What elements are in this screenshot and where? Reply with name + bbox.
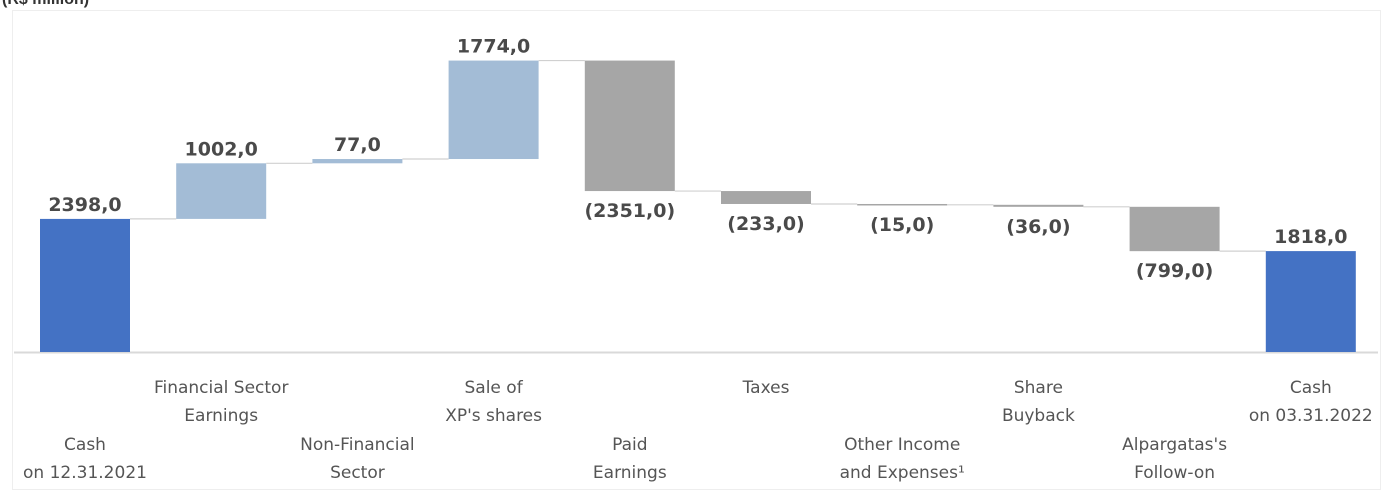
category-label-8-line-2: Buyback bbox=[1002, 406, 1075, 426]
category-label-3-line-2: Sector bbox=[330, 463, 385, 483]
value-label-9: (799,0) bbox=[1136, 260, 1213, 282]
bar-1 bbox=[40, 218, 130, 352]
category-label-1-line-2: on 12.31.2021 bbox=[23, 463, 147, 483]
unit-label: (R$ million) bbox=[2, 0, 89, 9]
value-label-8: (36,0) bbox=[1006, 216, 1070, 238]
value-label-7: (15,0) bbox=[870, 214, 934, 236]
category-label-5-line-2: Earnings bbox=[593, 463, 667, 483]
bar-5 bbox=[584, 60, 675, 192]
bar-10 bbox=[1265, 251, 1356, 352]
category-label-6-line-1: Taxes bbox=[742, 378, 790, 398]
category-label-4-line-1: Sale of bbox=[465, 378, 524, 398]
value-label-5: (2351,0) bbox=[584, 200, 675, 222]
bar-8 bbox=[993, 204, 1084, 207]
category-label-7-line-1: Other Income bbox=[844, 435, 960, 455]
value-label-2: 1002,0 bbox=[185, 138, 258, 160]
category-label-8-line-1: Share bbox=[1014, 378, 1063, 398]
category-label-4-line-2: XP's shares bbox=[445, 406, 542, 426]
value-label-3: 77,0 bbox=[334, 134, 381, 156]
category-label-2-line-1: Financial Sector bbox=[154, 378, 289, 398]
bar-3 bbox=[312, 159, 403, 164]
category-label-9-line-2: Follow-on bbox=[1134, 463, 1215, 483]
value-label-6: (233,0) bbox=[727, 213, 804, 235]
bar-4 bbox=[448, 60, 539, 160]
category-label-1-line-1: Cash bbox=[64, 435, 106, 455]
value-label-10: 1818,0 bbox=[1274, 226, 1347, 248]
category-label-3-line-1: Non-Financial bbox=[300, 435, 414, 455]
category-label-5-line-1: Paid bbox=[612, 435, 647, 455]
category-label-9-line-1: Alpargatas's bbox=[1122, 435, 1227, 455]
value-label-1: 2398,0 bbox=[48, 194, 121, 216]
value-label-4: 1774,0 bbox=[457, 36, 530, 58]
bar-2 bbox=[176, 163, 267, 219]
category-label-7-line-2: and Expenses¹ bbox=[840, 463, 965, 483]
category-label-10-line-2: on 03.31.2022 bbox=[1249, 406, 1373, 426]
bar-6 bbox=[721, 191, 811, 204]
bar-9 bbox=[1129, 206, 1220, 252]
category-label-2-line-2: Earnings bbox=[184, 406, 258, 426]
bar-7 bbox=[857, 203, 948, 206]
category-label-10-line-1: Cash bbox=[1290, 378, 1332, 398]
